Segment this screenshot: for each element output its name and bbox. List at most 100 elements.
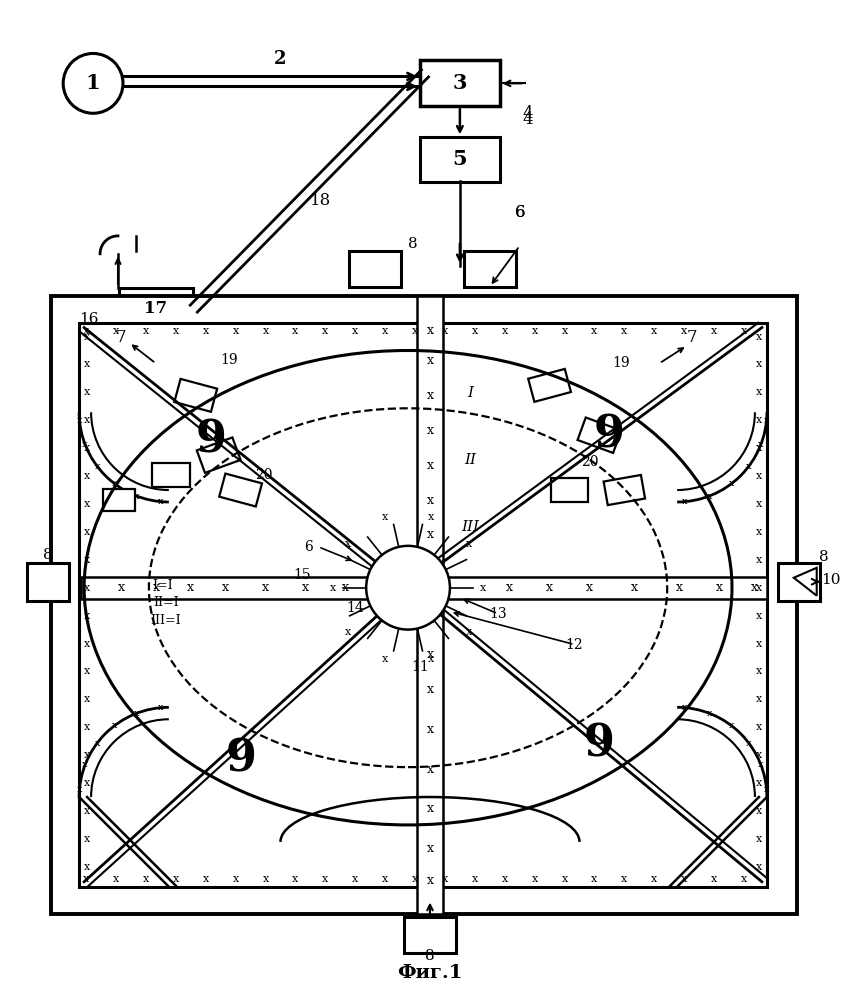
Text: x: x bbox=[427, 424, 433, 437]
Text: x: x bbox=[94, 462, 100, 471]
Text: x: x bbox=[756, 583, 762, 593]
Text: x: x bbox=[352, 874, 359, 884]
Polygon shape bbox=[794, 568, 817, 596]
Text: x: x bbox=[427, 683, 433, 696]
FancyBboxPatch shape bbox=[103, 489, 135, 511]
Text: x: x bbox=[756, 750, 762, 760]
Text: 14: 14 bbox=[346, 601, 364, 615]
Text: x: x bbox=[466, 627, 471, 637]
Text: x: x bbox=[683, 703, 688, 712]
Text: 7: 7 bbox=[115, 329, 126, 346]
Text: 9: 9 bbox=[195, 419, 226, 462]
Text: x: x bbox=[631, 581, 638, 594]
Text: x: x bbox=[427, 648, 433, 661]
Text: x: x bbox=[764, 785, 769, 794]
Text: x: x bbox=[322, 874, 328, 884]
Text: x: x bbox=[173, 326, 179, 336]
Text: x: x bbox=[586, 581, 593, 594]
Text: x: x bbox=[711, 874, 717, 884]
Text: 9: 9 bbox=[584, 723, 615, 766]
Text: x: x bbox=[651, 874, 657, 884]
Text: III: III bbox=[460, 520, 479, 534]
Text: 3: 3 bbox=[453, 73, 467, 93]
Text: 5: 5 bbox=[453, 149, 467, 169]
Text: x: x bbox=[84, 611, 90, 621]
Text: x: x bbox=[756, 387, 762, 397]
FancyBboxPatch shape bbox=[27, 563, 70, 601]
Text: x: x bbox=[427, 763, 433, 776]
Text: x: x bbox=[728, 721, 734, 730]
Text: x: x bbox=[83, 326, 89, 336]
Text: x: x bbox=[622, 874, 628, 884]
Text: x: x bbox=[746, 462, 751, 471]
FancyBboxPatch shape bbox=[220, 474, 262, 506]
Text: x: x bbox=[750, 581, 757, 594]
Text: x: x bbox=[756, 834, 762, 844]
Text: 1: 1 bbox=[86, 73, 100, 93]
Text: 6: 6 bbox=[515, 204, 525, 221]
Text: x: x bbox=[427, 494, 433, 507]
Text: x: x bbox=[112, 479, 118, 488]
Text: x: x bbox=[293, 326, 298, 336]
Text: x: x bbox=[83, 874, 89, 884]
Text: x: x bbox=[442, 874, 448, 884]
Text: 8: 8 bbox=[408, 237, 418, 251]
FancyBboxPatch shape bbox=[417, 588, 443, 914]
Text: x: x bbox=[471, 326, 478, 336]
Text: x: x bbox=[532, 874, 538, 884]
Text: x: x bbox=[676, 581, 683, 594]
Text: x: x bbox=[84, 639, 90, 649]
FancyBboxPatch shape bbox=[577, 417, 622, 453]
Text: x: x bbox=[756, 443, 762, 453]
Text: x: x bbox=[681, 874, 687, 884]
FancyBboxPatch shape bbox=[778, 563, 820, 601]
Text: Фиг.1: Фиг.1 bbox=[397, 964, 463, 982]
Text: 6: 6 bbox=[304, 540, 313, 554]
Text: 12: 12 bbox=[566, 638, 583, 652]
Text: x: x bbox=[84, 583, 90, 593]
Text: x: x bbox=[118, 581, 125, 594]
Text: x: x bbox=[382, 326, 388, 336]
Text: x: x bbox=[428, 512, 434, 522]
Text: x: x bbox=[471, 874, 478, 884]
Text: x: x bbox=[293, 874, 298, 884]
Text: 16: 16 bbox=[80, 312, 99, 326]
Text: 6: 6 bbox=[515, 204, 525, 221]
FancyBboxPatch shape bbox=[417, 296, 443, 588]
Text: 4: 4 bbox=[522, 111, 533, 128]
Text: x: x bbox=[728, 479, 734, 488]
Text: x: x bbox=[134, 709, 139, 718]
Text: x: x bbox=[716, 581, 722, 594]
FancyBboxPatch shape bbox=[197, 437, 241, 473]
Text: x: x bbox=[84, 666, 90, 676]
Text: x: x bbox=[466, 539, 471, 549]
FancyBboxPatch shape bbox=[397, 577, 419, 599]
FancyBboxPatch shape bbox=[528, 369, 571, 402]
Text: x: x bbox=[546, 581, 553, 594]
Text: x: x bbox=[756, 806, 762, 816]
Text: x: x bbox=[622, 326, 628, 336]
Text: x: x bbox=[203, 874, 209, 884]
FancyBboxPatch shape bbox=[604, 475, 645, 505]
Text: x: x bbox=[756, 471, 762, 481]
Text: x: x bbox=[764, 416, 769, 425]
Text: x: x bbox=[84, 862, 90, 872]
Text: x: x bbox=[142, 874, 149, 884]
Text: 19: 19 bbox=[612, 356, 630, 370]
Text: x: x bbox=[112, 721, 118, 730]
Text: x: x bbox=[84, 527, 90, 537]
Text: 9: 9 bbox=[594, 414, 625, 457]
Text: x: x bbox=[532, 326, 538, 336]
Text: 17: 17 bbox=[144, 300, 167, 317]
Text: 7: 7 bbox=[687, 329, 697, 346]
Text: x: x bbox=[756, 862, 762, 872]
Text: x: x bbox=[756, 359, 762, 369]
Text: x: x bbox=[741, 326, 747, 336]
Text: x: x bbox=[113, 326, 119, 336]
Text: x: x bbox=[506, 581, 513, 594]
Text: x: x bbox=[741, 874, 747, 884]
FancyBboxPatch shape bbox=[404, 917, 456, 953]
Text: x: x bbox=[344, 539, 351, 549]
FancyBboxPatch shape bbox=[51, 296, 797, 914]
Text: x: x bbox=[173, 874, 179, 884]
